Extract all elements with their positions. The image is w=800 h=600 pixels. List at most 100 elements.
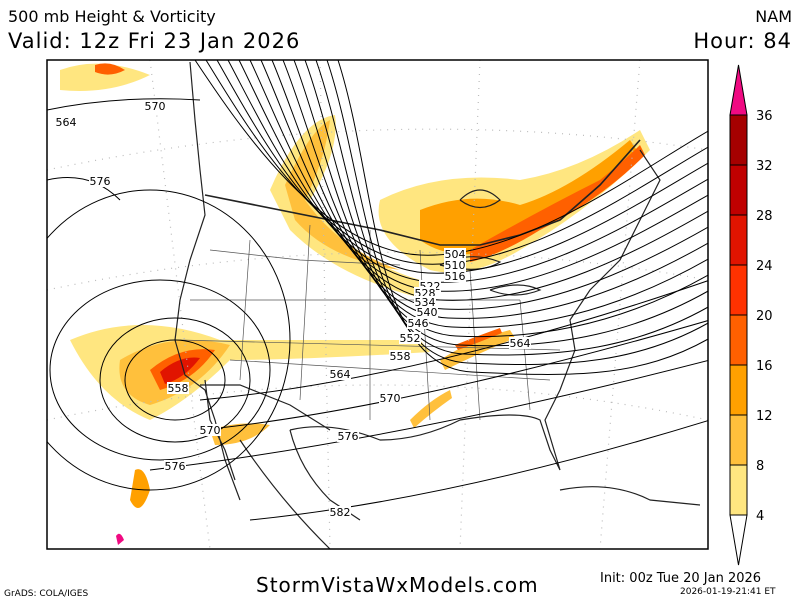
colorbar-swatch — [729, 414, 748, 466]
height-contour — [282, 60, 708, 328]
model-name: NAM — [755, 7, 792, 26]
contour-label-bg — [389, 350, 411, 362]
contour-label: 582 — [330, 506, 351, 519]
contour-label-bg — [164, 460, 186, 472]
height-contour — [49, 279, 271, 461]
generated-time: 2026-01-19-21:41 ET — [680, 587, 776, 597]
height-contour — [47, 177, 121, 201]
height-contour — [199, 280, 708, 401]
contour-label-bg — [399, 332, 421, 344]
height-contour — [99, 317, 251, 443]
height-contour — [194, 60, 708, 256]
contour-label: 516 — [445, 270, 466, 283]
contour-label-bg — [414, 296, 436, 308]
contour-label: 570 — [200, 424, 221, 437]
vorticity-area — [410, 390, 452, 428]
height-contour — [304, 60, 708, 347]
contour-label-bg — [416, 306, 438, 318]
contour-label-bg — [444, 248, 466, 260]
vorticity-area — [470, 145, 645, 262]
height-contour — [216, 60, 708, 274]
colorbar-swatch — [729, 314, 748, 366]
height-contour — [271, 60, 708, 319]
vorticity-area — [130, 469, 150, 508]
height-contour — [124, 339, 226, 421]
vorticity-shading — [60, 63, 650, 545]
colorbar-label: 12 — [756, 409, 773, 424]
colorbar-swatch — [729, 114, 748, 166]
vorticity-area — [378, 130, 650, 273]
contour-label: 570 — [380, 392, 401, 405]
contour-label-bg — [509, 337, 531, 349]
height-contour — [260, 60, 708, 310]
colorbar-swatch — [729, 464, 748, 516]
contour-label: 552 — [400, 332, 421, 345]
height-contour — [205, 60, 708, 265]
contour-label-bg — [379, 392, 401, 404]
us-canada-border — [204, 139, 641, 246]
height-contour — [249, 420, 708, 521]
contour-label-bg — [55, 116, 77, 128]
colorbar-label: 32 — [756, 159, 773, 174]
vorticity-area — [95, 63, 125, 75]
colorbar-label: 4 — [756, 509, 764, 524]
forecast-hour: Hour: 84 — [693, 29, 792, 53]
vorticity-area — [60, 63, 150, 91]
us-mexico-border — [200, 384, 331, 431]
contour-label-bg — [407, 317, 429, 329]
map-area: 5045105165225285345405465525585645645705… — [47, 60, 708, 549]
colorbar-label: 28 — [756, 209, 773, 224]
contour-label: 576 — [90, 175, 111, 188]
chart-title: 500 mb Height & Vorticity — [8, 7, 216, 26]
site-name: StormVistaWxModels.com — [256, 573, 539, 597]
geography-borders — [47, 60, 708, 549]
contour-label-bg — [444, 270, 466, 282]
init-time: Init: 00z Tue 20 Jan 2026 — [600, 571, 762, 586]
contour-label-bg — [144, 100, 166, 112]
vorticity-area — [285, 120, 400, 270]
mexico-coastline — [239, 429, 361, 549]
contour-label-bg — [167, 382, 189, 394]
contour-label: 564 — [56, 116, 77, 129]
vorticity-area — [455, 328, 502, 350]
contour-label-bg — [199, 424, 221, 436]
colorbar-under-arrow — [729, 514, 748, 566]
contour-label: 564 — [510, 337, 531, 350]
height-contour — [199, 320, 708, 431]
contour-label: 558 — [168, 382, 189, 395]
contour-label: 546 — [408, 317, 429, 330]
vorticity-area — [116, 533, 124, 545]
height-contours — [47, 60, 708, 521]
height-contour — [337, 60, 708, 375]
contour-label: 534 — [415, 296, 436, 309]
height-contour — [326, 60, 708, 366]
colorbar-over-arrow — [729, 64, 748, 116]
height-contour — [149, 359, 708, 471]
contour-labels: 5045105165225285345405465525585645645705… — [55, 100, 531, 519]
map-frame — [46, 59, 709, 550]
colorbar: 4 8 12 16 20 24 28 32 36 — [729, 64, 773, 566]
colorbar-swatch — [729, 164, 748, 216]
colorbar-label: 20 — [756, 309, 773, 324]
height-contour — [47, 98, 201, 111]
vorticity-area — [420, 140, 640, 255]
colorbar-swatch — [729, 214, 748, 266]
contour-label: 540 — [417, 306, 438, 319]
contour-label: 576 — [165, 460, 186, 473]
cuba — [559, 486, 701, 506]
contour-label: 510 — [445, 259, 466, 272]
contour-label-bg — [337, 430, 359, 442]
vorticity-area — [160, 357, 200, 384]
contour-label: 570 — [145, 100, 166, 113]
height-contour — [249, 60, 708, 301]
colorbar-label: 8 — [756, 459, 764, 474]
colorbar-label: 16 — [756, 359, 773, 374]
valid-time: Valid: 12z Fri 23 Jan 2026 — [8, 29, 301, 53]
contour-label: 504 — [445, 248, 466, 261]
height-contour — [47, 189, 291, 491]
colorbar-swatch — [729, 264, 748, 316]
contour-label: 564 — [330, 368, 351, 381]
contour-label-bg — [329, 506, 351, 518]
grads-credit: GrADS: COLA/IGES — [4, 589, 89, 599]
